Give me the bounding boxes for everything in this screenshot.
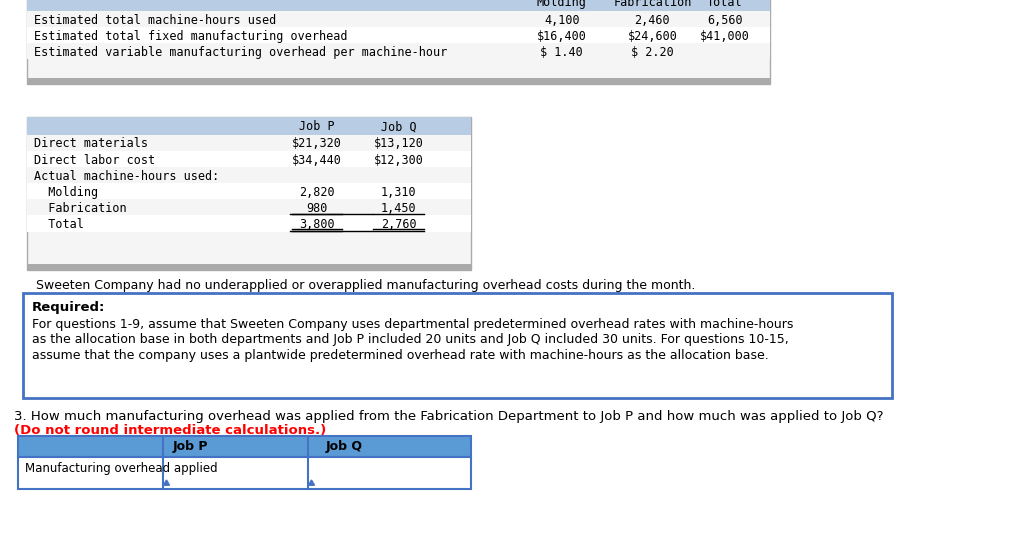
- Text: $ 1.40: $ 1.40: [540, 46, 583, 59]
- Text: Job P: Job P: [299, 120, 335, 133]
- Text: Actual machine-hours used:: Actual machine-hours used:: [34, 170, 220, 183]
- Text: (Do not round intermediate calculations.): (Do not round intermediate calculations.…: [13, 424, 325, 437]
- Text: Total: Total: [34, 218, 84, 231]
- Text: Total: Total: [707, 0, 742, 10]
- Bar: [27, 11, 771, 27]
- Bar: [27, 134, 472, 151]
- Bar: [27, 0, 771, 84]
- Text: Fabrication: Fabrication: [34, 202, 127, 215]
- Text: $16,400: $16,400: [536, 30, 587, 43]
- Bar: [18, 436, 472, 457]
- Text: $12,300: $12,300: [374, 153, 424, 166]
- Text: 2,820: 2,820: [299, 186, 335, 199]
- Bar: [27, 27, 771, 43]
- Text: 3,800: 3,800: [299, 218, 335, 231]
- Bar: [27, 199, 472, 216]
- Bar: [27, 118, 472, 270]
- Bar: [27, 151, 472, 167]
- Text: Job Q: Job Q: [381, 120, 417, 133]
- Text: $ 2.20: $ 2.20: [631, 46, 673, 59]
- Text: Estimated total fixed manufacturing overhead: Estimated total fixed manufacturing over…: [34, 30, 348, 43]
- Text: 1,450: 1,450: [381, 202, 417, 215]
- Bar: [27, 183, 472, 199]
- Text: Sweeten Company had no underapplied or overapplied manufacturing overhead costs : Sweeten Company had no underapplied or o…: [37, 279, 696, 292]
- Text: $41,000: $41,000: [700, 30, 749, 43]
- Text: 6,560: 6,560: [707, 13, 742, 27]
- Text: Job P: Job P: [172, 440, 208, 453]
- Text: Estimated variable manufacturing overhead per machine-hour: Estimated variable manufacturing overhea…: [34, 46, 447, 59]
- Bar: [27, 43, 771, 59]
- Text: 3. How much manufacturing overhead was applied from the Fabrication Department t: 3. How much manufacturing overhead was a…: [13, 409, 883, 423]
- Text: $21,320: $21,320: [292, 137, 342, 151]
- Text: assume that the company uses a plantwide predetermined overhead rate with machin: assume that the company uses a plantwide…: [31, 349, 769, 362]
- Text: 2,460: 2,460: [635, 13, 670, 27]
- Text: Fabrication: Fabrication: [613, 0, 692, 10]
- Text: $34,440: $34,440: [292, 153, 342, 166]
- Text: as the allocation base in both departments and Job P included 20 units and Job Q: as the allocation base in both departmen…: [31, 333, 789, 347]
- Text: Job Q: Job Q: [325, 440, 363, 453]
- Bar: [27, 118, 472, 134]
- Text: 4,100: 4,100: [544, 13, 580, 27]
- Bar: [27, 264, 472, 270]
- Text: Molding: Molding: [34, 186, 98, 199]
- Text: Required:: Required:: [31, 301, 105, 314]
- Text: Molding: Molding: [536, 0, 587, 10]
- Text: 1,310: 1,310: [381, 186, 417, 199]
- Text: $24,600: $24,600: [628, 30, 677, 43]
- Text: 980: 980: [306, 202, 328, 215]
- Bar: [27, 167, 472, 183]
- Text: Direct labor cost: Direct labor cost: [34, 153, 155, 166]
- Text: Estimated total machine-hours used: Estimated total machine-hours used: [34, 13, 277, 27]
- Bar: [27, 0, 771, 11]
- Text: $13,120: $13,120: [374, 137, 424, 151]
- Bar: [18, 457, 472, 489]
- Bar: [27, 78, 771, 84]
- Text: 2,760: 2,760: [381, 218, 417, 231]
- Bar: [22, 293, 892, 398]
- Bar: [27, 216, 472, 232]
- Text: Manufacturing overhead applied: Manufacturing overhead applied: [25, 462, 218, 475]
- Text: For questions 1-9, assume that Sweeten Company uses departmental predetermined o: For questions 1-9, assume that Sweeten C…: [31, 318, 793, 331]
- Text: Direct materials: Direct materials: [34, 137, 148, 151]
